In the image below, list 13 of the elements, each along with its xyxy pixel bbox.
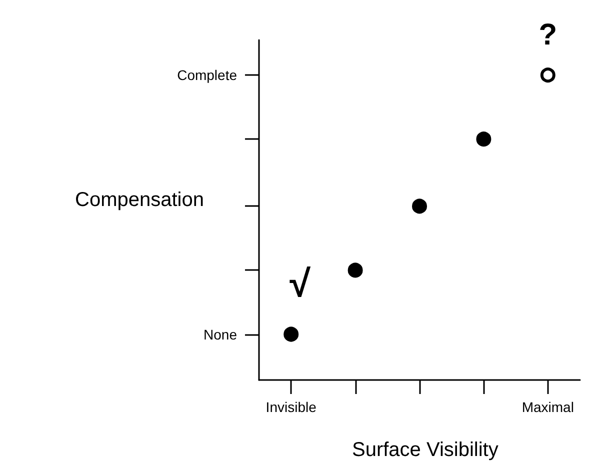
text: None xyxy=(204,326,238,342)
x-axis-title: Surface Visibility xyxy=(352,439,498,461)
text: ? xyxy=(538,18,558,52)
point xyxy=(412,198,427,214)
annotation: √ xyxy=(290,263,311,306)
point xyxy=(284,326,299,342)
point xyxy=(348,262,363,278)
x-tick-label: Maximal xyxy=(522,399,574,415)
point xyxy=(476,132,492,147)
y-axis-title: Compensation xyxy=(75,189,204,211)
text: Complete xyxy=(177,67,238,84)
point xyxy=(540,68,556,83)
x-tick-label: Invisible xyxy=(266,399,317,415)
